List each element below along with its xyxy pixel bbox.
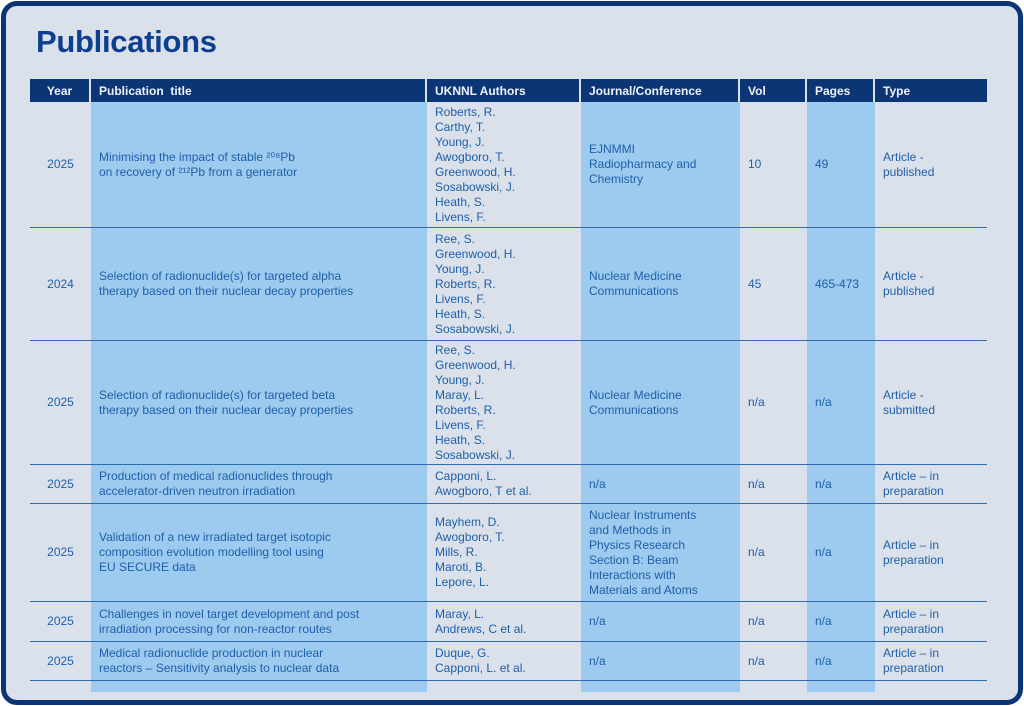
header-cell-title: Publication title bbox=[91, 79, 427, 102]
stripe-ext-pages bbox=[807, 681, 875, 692]
cell-vol: 10 bbox=[748, 157, 762, 171]
cell-title: Selection of radionuclide(s) for targete… bbox=[91, 228, 427, 340]
table-row: 2025 Production of medical radionuclides … bbox=[30, 465, 987, 504]
publications-table: Year Publication title UKNNL Authors Jou… bbox=[30, 79, 987, 692]
cell-vol: n/a bbox=[748, 653, 765, 668]
cell-type: Article – in preparation bbox=[883, 469, 944, 498]
cell-year: 2025 bbox=[47, 614, 74, 628]
cell-pages: n/a bbox=[807, 642, 875, 680]
table-row: 2025 Validation of a new irradiated targe… bbox=[30, 504, 987, 602]
cell-authors: Mayhem, D. Awogboro, T. Mills, R. Maroti… bbox=[435, 515, 505, 589]
cell-year: 2025 bbox=[47, 653, 74, 668]
cell-year: 2025 bbox=[47, 157, 74, 171]
cell-vol: n/a bbox=[748, 614, 765, 628]
cell-vol: n/a bbox=[748, 395, 765, 409]
header-cell-vol: Vol bbox=[740, 79, 807, 102]
header-cell-year: Year bbox=[30, 79, 91, 102]
cell-vol: n/a bbox=[748, 545, 765, 559]
cell-type: Article - submitted bbox=[883, 387, 936, 417]
header-cell-pages: Pages bbox=[807, 79, 875, 102]
cell-pages: n/a bbox=[807, 341, 875, 464]
cell-pages: n/a bbox=[807, 504, 875, 601]
cell-pages: n/a bbox=[807, 602, 875, 641]
cell-type: Article – in preparation bbox=[883, 537, 944, 567]
stripe-ext-year bbox=[30, 681, 91, 692]
cell-journal: n/a bbox=[581, 465, 740, 503]
cell-year: 2024 bbox=[47, 276, 74, 291]
table-row: 2025 Medical radionuclide production in n… bbox=[30, 642, 987, 681]
cell-year: 2025 bbox=[47, 476, 74, 491]
cell-type: Article - published bbox=[883, 149, 935, 179]
table-header: Year Publication title UKNNL Authors Jou… bbox=[30, 79, 987, 102]
cell-title: Challenges in novel target development a… bbox=[91, 602, 427, 641]
cell-year: 2025 bbox=[47, 395, 74, 409]
cell-journal: n/a bbox=[581, 602, 740, 641]
column-stripe-extension bbox=[30, 681, 987, 692]
cell-type: Article – in preparation bbox=[883, 606, 944, 636]
cell-title: Production of medical radionuclides thro… bbox=[91, 465, 427, 503]
cell-authors: Ree, S. Greenwood, H. Young, J. Maray, L… bbox=[435, 342, 516, 462]
table-body: 2025 Minimising the impact of stable ²⁰⁸P… bbox=[30, 102, 987, 692]
stripe-ext-title bbox=[91, 681, 427, 692]
stripe-ext-journal bbox=[581, 681, 740, 692]
stripe-ext-type bbox=[875, 681, 987, 692]
cell-pages: 49 bbox=[807, 102, 875, 227]
cell-vol: n/a bbox=[748, 476, 765, 491]
cell-year: 2025 bbox=[47, 545, 74, 559]
cell-title: Selection of radionuclide(s) for targete… bbox=[91, 341, 427, 464]
cell-type: Article - published bbox=[883, 269, 935, 298]
page-title: Publications bbox=[36, 24, 217, 59]
cell-authors: Roberts, R. Carthy, T. Young, J. Awogbor… bbox=[435, 104, 516, 224]
table-row: 2025 Minimising the impact of stable ²⁰⁸P… bbox=[30, 102, 987, 228]
stripe-ext-authors bbox=[427, 681, 581, 692]
cell-journal: EJNMMI Radiopharmacy and Chemistry bbox=[581, 102, 740, 227]
header-cell-journal: Journal/Conference bbox=[581, 79, 740, 102]
stripe-ext-vol bbox=[740, 681, 807, 692]
cell-journal: Nuclear Medicine Communications bbox=[581, 228, 740, 340]
table-row: 2025 Challenges in novel target developme… bbox=[30, 602, 987, 642]
cell-journal: Nuclear Medicine Communications bbox=[581, 341, 740, 464]
cell-journal: n/a bbox=[581, 642, 740, 680]
cell-title: Medical radionuclide production in nucle… bbox=[91, 642, 427, 680]
cell-pages: n/a bbox=[807, 465, 875, 503]
header-cell-authors: UKNNL Authors bbox=[427, 79, 581, 102]
cell-authors: Maray, L. Andrews, C et al. bbox=[435, 606, 527, 636]
header-cell-type: Type bbox=[875, 79, 987, 102]
cell-authors: Capponi, L. Awogboro, T et al. bbox=[435, 469, 532, 498]
table-row: 2025 Selection of radionuclide(s) for tar… bbox=[30, 341, 987, 465]
cell-type: Article – in preparation bbox=[883, 646, 944, 675]
cell-authors: Duque, G. Capponi, L. et al. bbox=[435, 646, 526, 675]
cell-title: Minimising the impact of stable ²⁰⁸Pb on… bbox=[91, 102, 427, 227]
cell-vol: 45 bbox=[748, 276, 762, 291]
cell-journal: Nuclear Instruments and Methods in Physi… bbox=[581, 504, 740, 601]
cell-title: Validation of a new irradiated target is… bbox=[91, 504, 427, 601]
cell-authors: Ree, S. Greenwood, H. Young, J. Roberts,… bbox=[435, 231, 516, 336]
table-row: 2024 Selection of radionuclide(s) for tar… bbox=[30, 228, 987, 341]
cell-pages: 465-473 bbox=[807, 228, 875, 340]
